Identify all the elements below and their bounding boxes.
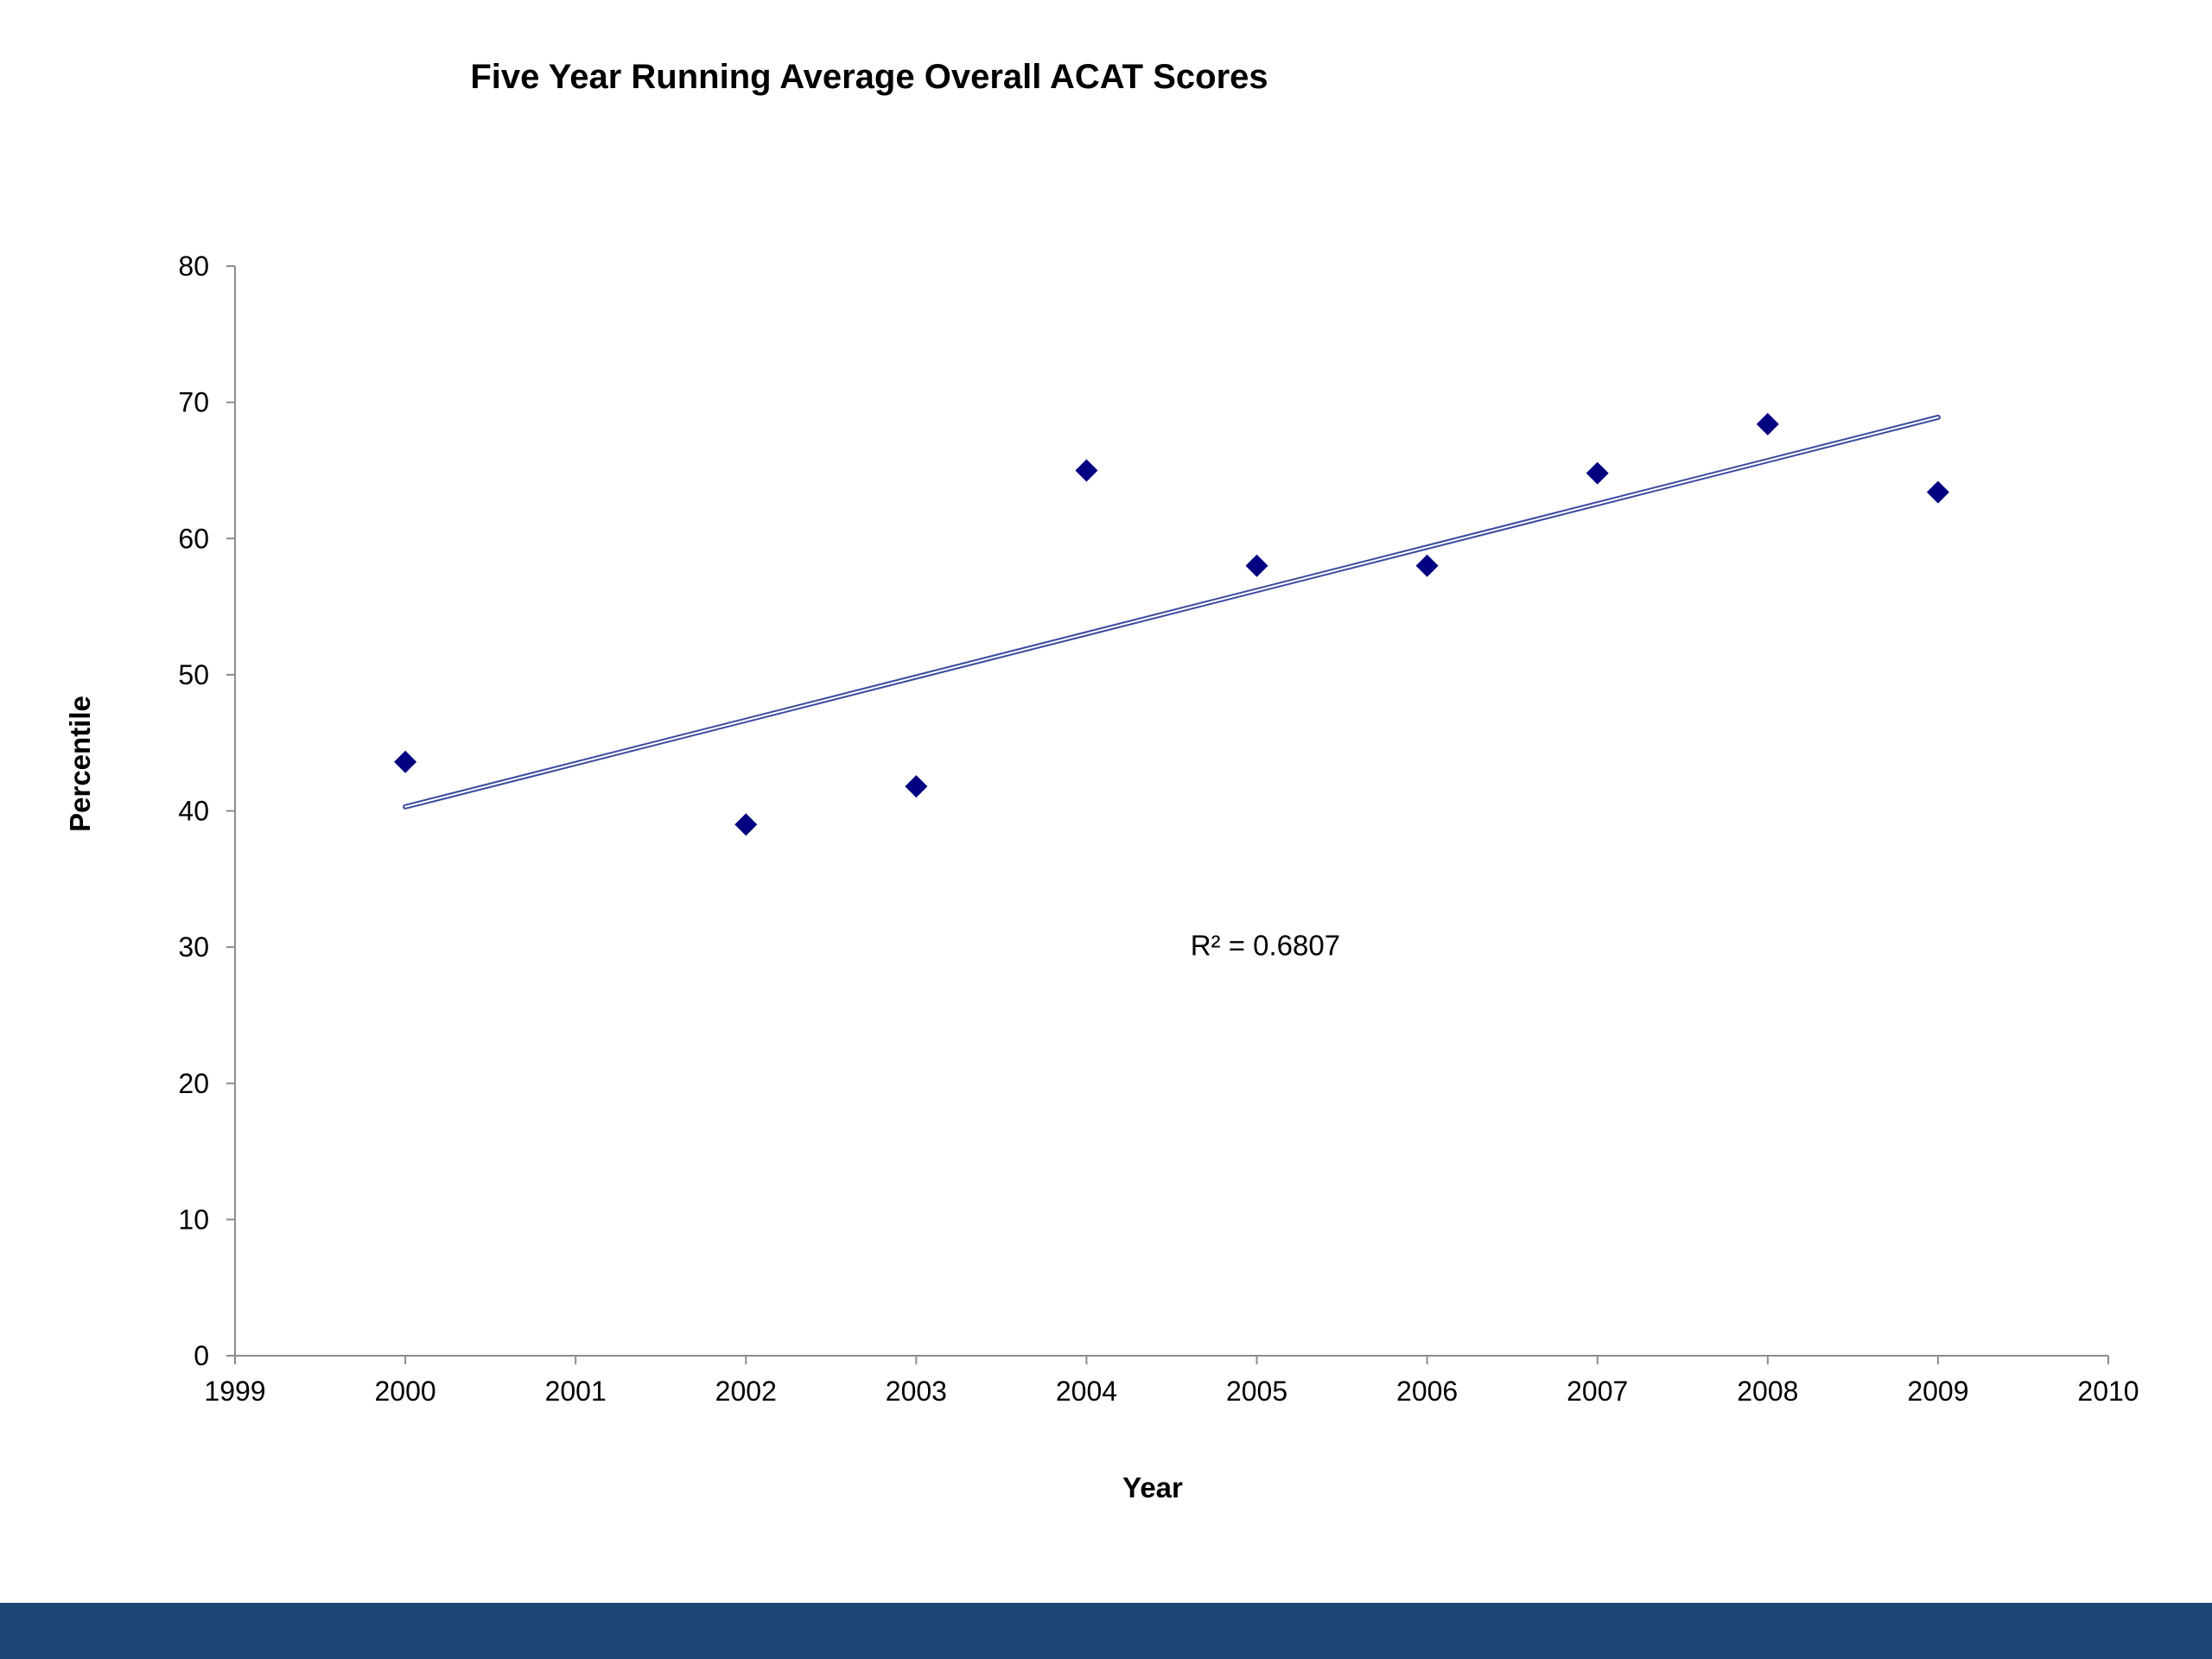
x-tick-label: 2001 [545, 1376, 607, 1407]
x-tick-label: 1999 [204, 1376, 265, 1407]
chart-title: Five Year Running Average Overall ACAT S… [470, 58, 1268, 96]
y-tick-label: 80 [178, 251, 209, 282]
trendline [403, 414, 1941, 810]
x-tick-label: 2000 [374, 1376, 435, 1407]
data-point-2002 [734, 813, 758, 836]
r-squared-label: R² = 0.6807 [1191, 930, 1340, 962]
y-tick-label: 10 [178, 1204, 209, 1235]
x-axis-title: Year [1122, 1471, 1183, 1503]
x-tick-label: 2004 [1056, 1376, 1117, 1407]
y-tick-label: 60 [178, 523, 209, 554]
y-tick-label: 70 [178, 387, 209, 418]
x-tick-label: 2009 [1907, 1376, 1968, 1407]
data-point-2000 [394, 750, 417, 773]
y-tick-label: 0 [194, 1340, 209, 1371]
x-tick-label: 2008 [1737, 1376, 1798, 1407]
x-tick-label: 2002 [715, 1376, 777, 1407]
x-tick-label: 2005 [1226, 1376, 1287, 1407]
data-point-2009 [1926, 480, 1949, 504]
trendline-inner [404, 416, 1939, 808]
footer-bar [0, 1603, 2212, 1659]
y-axis-title: Percentile [64, 696, 96, 832]
x-tick-label: 2007 [1567, 1376, 1628, 1407]
y-tick-label: 40 [178, 796, 209, 827]
y-tick-label: 30 [178, 931, 209, 963]
x-tick-label: 2010 [2077, 1376, 2139, 1407]
data-point-2007 [1586, 461, 1609, 485]
data-point-2003 [905, 775, 928, 798]
y-tick-label: 50 [178, 659, 209, 690]
data-points [394, 412, 1949, 836]
x-tick-label: 2003 [886, 1376, 947, 1407]
data-point-2008 [1756, 412, 1779, 435]
y-tick-label: 20 [178, 1068, 209, 1099]
axes: 1999 2000 2001 2002 2003 2004 2005 2006 2007 2008… [178, 251, 2139, 1407]
data-point-2006 [1415, 554, 1439, 577]
data-point-2005 [1245, 554, 1268, 577]
annotations: R² = 0.6807 [1191, 930, 1340, 962]
data-point-2004 [1075, 459, 1098, 482]
x-tick-label: 2006 [1396, 1376, 1458, 1407]
